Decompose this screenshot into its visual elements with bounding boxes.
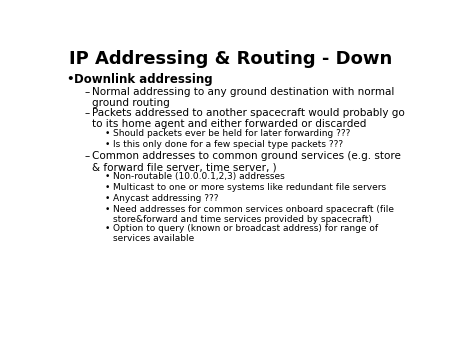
Text: •: • [105,183,110,192]
Text: •: • [105,129,110,138]
Text: Packets addressed to another spacecraft would probably go
to its home agent and : Packets addressed to another spacecraft … [92,108,405,129]
Text: •: • [105,172,110,181]
Text: •: • [105,194,110,202]
Text: Is this only done for a few special type packets ???: Is this only done for a few special type… [113,140,343,149]
Text: IP Addressing & Routing - Down: IP Addressing & Routing - Down [69,50,392,68]
Text: Option to query (known or broadcast address) for range of
services available: Option to query (known or broadcast addr… [113,224,378,243]
Text: –: – [84,151,90,161]
Text: •: • [67,73,74,86]
Text: Downlink addressing: Downlink addressing [74,73,213,86]
Text: •: • [105,140,110,149]
Text: Normal addressing to any ground destination with normal
ground routing: Normal addressing to any ground destinat… [92,87,394,108]
Text: –: – [84,87,90,97]
Text: Multicast to one or more systems like redundant file servers: Multicast to one or more systems like re… [113,183,386,192]
Text: Common addresses to common ground services (e.g. store
& forward file server, ti: Common addresses to common ground servic… [92,151,401,172]
Text: •: • [105,224,110,233]
Text: Need addresses for common services onboard spacecraft (file
store&forward and ti: Need addresses for common services onboa… [113,204,394,224]
Text: Non-routable (10.0.0.1,2,3) addresses: Non-routable (10.0.0.1,2,3) addresses [113,172,284,181]
Text: –: – [84,108,90,118]
Text: •: • [105,204,110,214]
Text: Anycast addressing ???: Anycast addressing ??? [113,194,218,202]
Text: Should packets ever be held for later forwarding ???: Should packets ever be held for later fo… [113,129,350,138]
